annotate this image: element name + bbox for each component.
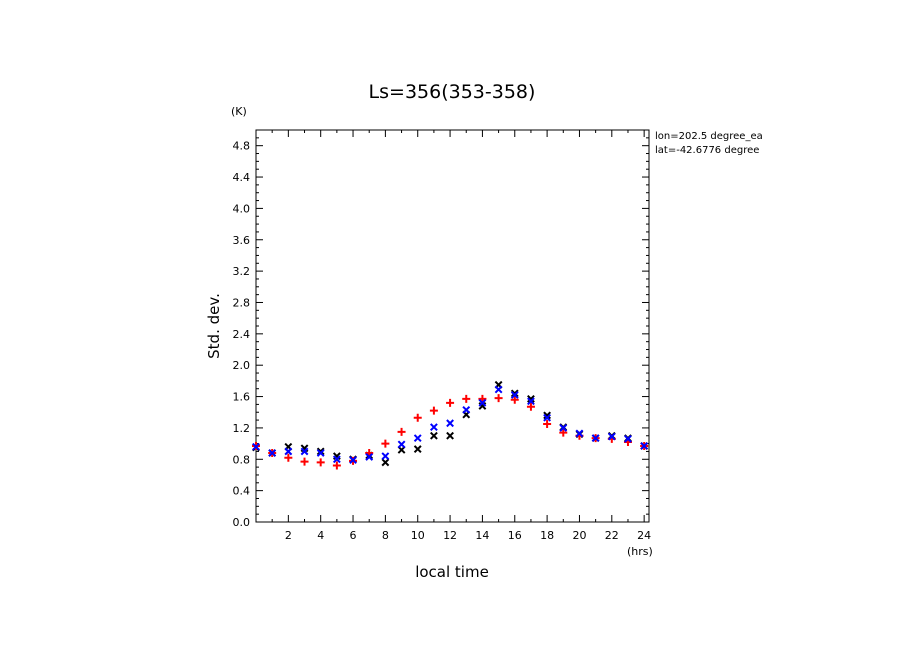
data-markers — [252, 380, 649, 470]
data-point — [591, 434, 600, 443]
y-axis-title: Std. dev. — [205, 293, 223, 359]
x-tick-label: 24 — [637, 529, 651, 542]
data-point — [510, 389, 519, 398]
data-point — [446, 431, 454, 440]
data-point — [429, 431, 438, 440]
data-point — [284, 453, 293, 462]
y-tick-label: 3.2 — [233, 265, 251, 278]
data-point — [349, 456, 357, 464]
data-point — [316, 458, 325, 467]
x-tick-label: 6 — [350, 529, 357, 542]
x-tick-label: 18 — [540, 529, 554, 542]
y-tick-label: 0.0 — [233, 516, 251, 529]
y-tick-label: 0.4 — [233, 485, 251, 498]
data-point — [252, 442, 260, 451]
series-2 — [252, 385, 649, 464]
data-point — [284, 447, 293, 456]
y-tick-label: 2.0 — [233, 359, 251, 372]
data-point — [640, 442, 649, 450]
y-tick-label: 4.0 — [233, 202, 251, 215]
y-tick-label: 0.8 — [233, 453, 251, 466]
data-point — [397, 427, 406, 436]
x-tick-label: 4 — [317, 529, 324, 542]
chart-title: Ls=356(353-358) — [369, 81, 536, 103]
data-point — [624, 434, 632, 443]
data-point — [429, 423, 438, 432]
y-tick-label: 4.4 — [233, 171, 251, 184]
x-tick-label: 16 — [508, 529, 522, 542]
data-point — [526, 402, 535, 411]
x-tick-label: 22 — [605, 529, 619, 542]
data-point — [365, 453, 374, 461]
data-point — [332, 455, 341, 464]
x-unit-label: (hrs) — [627, 545, 653, 558]
x-tick-label: 12 — [443, 529, 457, 542]
data-point — [494, 394, 503, 403]
data-point — [510, 395, 519, 404]
y-tick-label: 4.8 — [233, 140, 251, 153]
plot-frame — [255, 129, 650, 523]
data-point — [316, 449, 325, 457]
data-point — [300, 447, 309, 456]
data-point — [543, 413, 552, 422]
x-tick-label: 2 — [285, 529, 292, 542]
data-point — [429, 406, 438, 415]
data-point — [446, 419, 454, 428]
x-tick-label: 14 — [475, 529, 489, 542]
y-tick-label: 3.6 — [233, 234, 251, 247]
data-point — [478, 398, 487, 407]
series-1 — [252, 394, 649, 470]
y-tick-label: 1.6 — [233, 391, 251, 404]
data-point — [332, 461, 341, 470]
data-point — [527, 397, 535, 406]
data-point — [413, 413, 422, 422]
data-point — [300, 457, 309, 466]
y-unit-label: (K) — [231, 105, 247, 118]
data-point — [559, 428, 568, 437]
data-point — [462, 405, 471, 414]
data-point — [575, 429, 584, 438]
data-point — [397, 440, 406, 449]
data-point — [316, 447, 325, 456]
data-point — [462, 394, 471, 403]
data-point — [527, 395, 535, 403]
data-point — [494, 385, 503, 394]
data-point — [607, 432, 616, 441]
data-point — [381, 439, 390, 448]
x-tick-label: 20 — [572, 529, 586, 542]
data-point — [543, 411, 552, 420]
x-tick-label: 8 — [382, 529, 389, 542]
data-point — [559, 424, 568, 432]
annotation-lat: lat=-42.6776 degree — [655, 145, 759, 156]
data-point — [446, 398, 455, 407]
annotation-lon: lon=202.5 degree_ea — [655, 131, 763, 142]
data-point — [413, 434, 422, 443]
y-tick-label: 2.8 — [233, 296, 251, 309]
axis-ticks: 0.0 0.4 0.8 1.2 1.6 2.0 2.4 2.8 3.2 3.6 4.0 4.4 4.8 2… — [233, 129, 651, 542]
x-tick-label: 10 — [411, 529, 425, 542]
data-point — [510, 391, 519, 399]
data-point — [543, 420, 552, 428]
y-tick-label: 2.4 — [233, 328, 251, 341]
data-point — [381, 452, 390, 461]
data-point — [268, 449, 277, 457]
x-axis-title: local time — [415, 563, 489, 581]
data-point — [381, 458, 390, 467]
data-point — [413, 445, 422, 453]
y-tick-label: 1.2 — [233, 422, 251, 435]
